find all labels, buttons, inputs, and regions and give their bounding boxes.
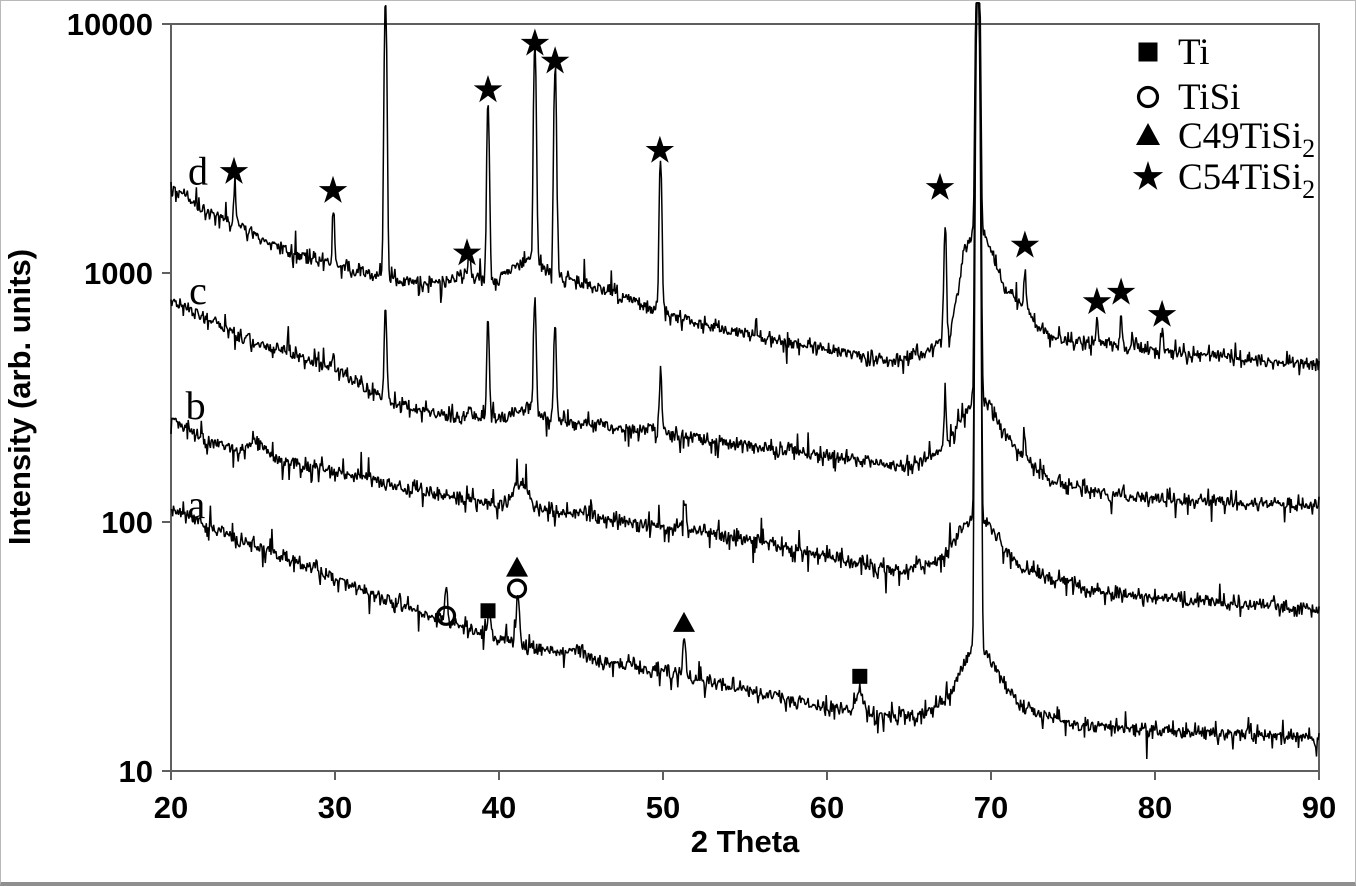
star-peak-marker-icon <box>645 135 675 163</box>
filled-triangle-icon <box>1136 123 1160 145</box>
y-axis-title: Intensity (arb. units) <box>2 249 37 545</box>
star-peak-marker-icon <box>219 156 249 184</box>
legend-label: C49TiSi2 <box>1178 116 1315 163</box>
square-peak-marker-icon <box>852 668 868 684</box>
series-c-curve <box>170 2 1320 523</box>
legend-item: Ti <box>1138 32 1210 73</box>
triangle-peak-marker-icon <box>506 556 529 577</box>
star-peak-marker-icon <box>318 175 348 203</box>
filled-square-icon <box>1138 42 1158 62</box>
x-tick-label: 50 <box>646 790 680 825</box>
x-tick-label: 20 <box>154 790 188 825</box>
curve-label-d: d <box>188 148 208 193</box>
curve-label-c: c <box>189 268 207 313</box>
star-peak-marker-icon <box>1010 230 1040 258</box>
y-tick-label: 100 <box>101 505 153 540</box>
star-peak-marker-icon <box>1106 277 1136 305</box>
legend-item: C54TiSi2 <box>1132 157 1315 204</box>
legend-item: TiSi <box>1136 77 1240 118</box>
series-d-curve <box>170 2 1320 376</box>
series-a-curve <box>170 2 1320 760</box>
peak-markers <box>219 28 1177 684</box>
circle-peak-marker-icon <box>506 578 528 599</box>
open-circle-icon <box>1136 85 1160 109</box>
x-tick-label: 80 <box>1138 790 1172 825</box>
curve-label-b: b <box>186 383 206 428</box>
star-peak-marker-icon <box>540 46 570 74</box>
square-peak-marker-icon <box>480 603 496 619</box>
legend-label: Ti <box>1178 32 1210 73</box>
legend-item: C49TiSi2 <box>1136 116 1315 163</box>
x-tick-label: 30 <box>318 790 352 825</box>
star-peak-marker-icon <box>473 75 503 103</box>
y-tick-label: 10 <box>119 754 153 789</box>
x-tick-label: 40 <box>482 790 516 825</box>
axes <box>162 23 1320 780</box>
x-tick-label: 90 <box>1302 790 1336 825</box>
curve-label-a: a <box>188 482 206 527</box>
y-tick-label: 1000 <box>84 256 153 291</box>
series-b-curve <box>170 2 1320 618</box>
star-peak-marker-icon <box>520 28 550 56</box>
x-tick-label: 60 <box>810 790 844 825</box>
y-tick-label: 10000 <box>67 7 153 42</box>
triangle-peak-marker-icon <box>672 611 695 632</box>
filled-star-icon <box>1132 161 1164 190</box>
circle-peak-marker-icon <box>435 605 457 626</box>
star-peak-marker-icon <box>1082 287 1112 315</box>
legend-label: TiSi <box>1178 77 1240 118</box>
legend-label: C54TiSi2 <box>1178 157 1315 204</box>
x-axis-title: 2 Theta <box>691 824 800 859</box>
x-tick-label: 70 <box>974 790 1008 825</box>
plot-border <box>170 23 1320 772</box>
star-peak-marker-icon <box>1147 299 1177 327</box>
star-peak-marker-icon <box>452 238 482 266</box>
star-peak-marker-icon <box>925 172 955 200</box>
